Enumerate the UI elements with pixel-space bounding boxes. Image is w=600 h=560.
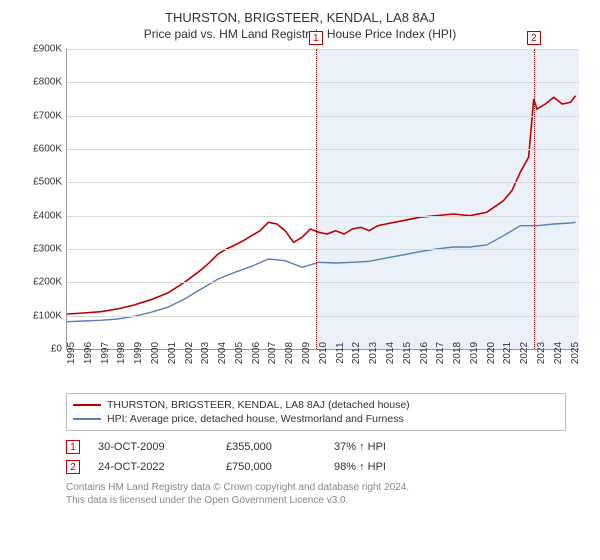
line-canvas xyxy=(67,49,579,349)
x-axis-label: 2025 xyxy=(570,342,581,364)
marker-badge: 2 xyxy=(527,31,541,45)
x-axis-label: 2002 xyxy=(184,342,195,364)
x-axis-label: 2013 xyxy=(368,342,379,364)
marker-badge: 1 xyxy=(309,31,323,45)
y-axis-label: £400K xyxy=(22,210,62,221)
marker-vline xyxy=(316,49,317,349)
gridline xyxy=(67,216,579,217)
gridline xyxy=(67,82,579,83)
x-axis-label: 2004 xyxy=(217,342,228,364)
x-axis-label: 2005 xyxy=(234,342,245,364)
transaction-row: 2 24-OCT-2022 £750,000 98% ↑ HPI xyxy=(66,457,566,477)
chart-subtitle: Price paid vs. HM Land Registry's House … xyxy=(12,27,588,41)
gridline xyxy=(67,182,579,183)
x-axis-label: 2000 xyxy=(150,342,161,364)
x-axis-label: 2011 xyxy=(335,342,346,364)
transaction-pct: 98% ↑ HPI xyxy=(334,461,454,473)
legend-item: THURSTON, BRIGSTEER, KENDAL, LA8 8AJ (de… xyxy=(73,398,559,412)
x-axis-label: 2014 xyxy=(385,342,396,364)
plot-region: 12 xyxy=(66,49,579,350)
x-axis-label: 2006 xyxy=(251,342,262,364)
gridline xyxy=(67,116,579,117)
series-line xyxy=(67,96,576,314)
gridline xyxy=(67,249,579,250)
chart-title: THURSTON, BRIGSTEER, KENDAL, LA8 8AJ xyxy=(12,10,588,25)
transaction-row: 1 30-OCT-2009 £355,000 37% ↑ HPI xyxy=(66,437,566,457)
x-axis-label: 2012 xyxy=(351,342,362,364)
x-axis-label: 2003 xyxy=(200,342,211,364)
transaction-rows: 1 30-OCT-2009 £355,000 37% ↑ HPI 2 24-OCT-202… xyxy=(66,437,566,477)
x-axis-label: 2015 xyxy=(402,342,413,364)
transaction-price: £355,000 xyxy=(226,441,316,453)
legend-item: HPI: Average price, detached house, West… xyxy=(73,412,559,426)
legend-swatch xyxy=(73,418,101,420)
x-axis-label: 2009 xyxy=(301,342,312,364)
legend-box: THURSTON, BRIGSTEER, KENDAL, LA8 8AJ (de… xyxy=(66,393,566,431)
x-axis-label: 2022 xyxy=(519,342,530,364)
y-axis-label: £600K xyxy=(22,144,62,155)
x-axis-label: 2020 xyxy=(486,342,497,364)
chart-container: THURSTON, BRIGSTEER, KENDAL, LA8 8AJ Pri… xyxy=(0,0,600,560)
gridline xyxy=(67,149,579,150)
y-axis-label: £100K xyxy=(22,310,62,321)
x-axis-label: 2018 xyxy=(452,342,463,364)
x-axis-label: 2021 xyxy=(502,342,513,364)
y-axis-label: £800K xyxy=(22,77,62,88)
x-axis-label: 2007 xyxy=(267,342,278,364)
y-axis-label: £0 xyxy=(22,344,62,355)
footer-attribution: Contains HM Land Registry data © Crown c… xyxy=(66,481,588,507)
gridline xyxy=(67,282,579,283)
x-axis-label: 2016 xyxy=(419,342,430,364)
x-axis-label: 2017 xyxy=(435,342,446,364)
gridline xyxy=(67,49,579,50)
y-axis-label: £700K xyxy=(22,110,62,121)
marker-vline xyxy=(534,49,535,349)
legend-label: HPI: Average price, detached house, West… xyxy=(107,413,404,425)
transaction-date: 30-OCT-2009 xyxy=(98,441,208,453)
transaction-marker-icon: 2 xyxy=(66,460,80,474)
footer-line-1: Contains HM Land Registry data © Crown c… xyxy=(66,481,588,494)
x-axis-label: 2019 xyxy=(469,342,480,364)
x-axis-label: 1997 xyxy=(100,342,111,364)
x-axis-label: 1999 xyxy=(133,342,144,364)
chart-area: 12 £0 £100K £200K £300K £400K £500K £600K £700K… xyxy=(22,49,578,389)
transaction-price: £750,000 xyxy=(226,461,316,473)
transaction-date: 24-OCT-2022 xyxy=(98,461,208,473)
x-axis-label: 2008 xyxy=(284,342,295,364)
gridline xyxy=(67,316,579,317)
y-axis-label: £200K xyxy=(22,277,62,288)
y-axis-label: £300K xyxy=(22,244,62,255)
y-axis-label: £500K xyxy=(22,177,62,188)
legend-swatch xyxy=(73,404,101,406)
x-axis-label: 2024 xyxy=(553,342,564,364)
x-axis-label: 1998 xyxy=(116,342,127,364)
x-axis-label: 1995 xyxy=(66,342,77,364)
x-axis-label: 2023 xyxy=(536,342,547,364)
transaction-pct: 37% ↑ HPI xyxy=(334,441,454,453)
footer-line-2: This data is licensed under the Open Gov… xyxy=(66,494,588,507)
legend-label: THURSTON, BRIGSTEER, KENDAL, LA8 8AJ (de… xyxy=(107,399,410,411)
x-axis-label: 2010 xyxy=(318,342,329,364)
series-line xyxy=(67,222,576,321)
transaction-marker-icon: 1 xyxy=(66,440,80,454)
x-axis-label: 1996 xyxy=(83,342,94,364)
x-axis-label: 2001 xyxy=(167,342,178,364)
y-axis-label: £900K xyxy=(22,44,62,55)
